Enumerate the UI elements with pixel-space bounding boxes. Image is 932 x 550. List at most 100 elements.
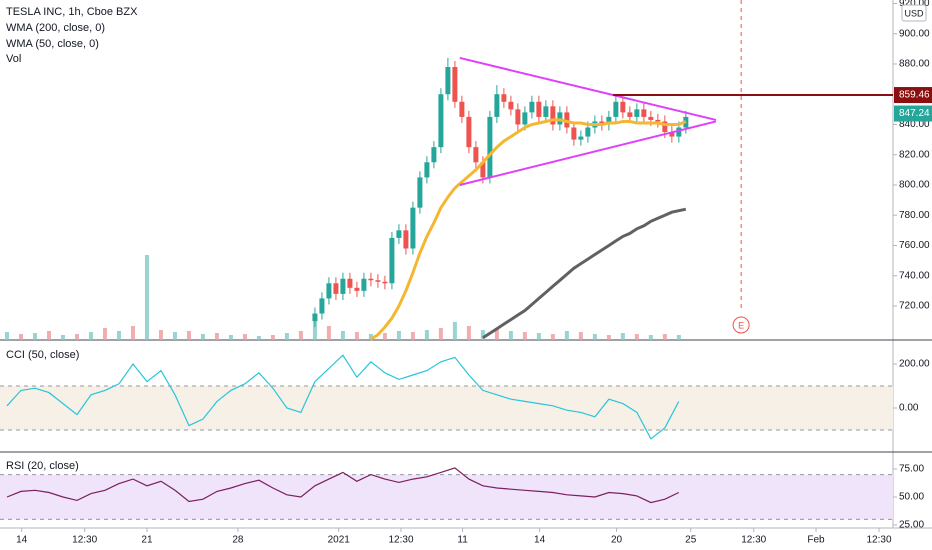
x-tick-label: 14 — [16, 535, 28, 546]
candle-body — [550, 106, 556, 125]
volume-bar — [536, 333, 541, 340]
candle-body — [578, 136, 584, 140]
volume-bar — [186, 331, 191, 340]
volume-bar — [298, 331, 303, 340]
x-tick-label: Feb — [807, 535, 825, 546]
volume-bar — [326, 326, 331, 340]
y-tick-label: 200.00 — [899, 359, 930, 370]
volume-bar — [662, 334, 667, 340]
y-tick-label: 0.00 — [899, 403, 919, 414]
candle-body — [648, 116, 654, 120]
candle-body — [606, 116, 612, 125]
volume-bar — [116, 331, 121, 340]
y-tick-label: 25.00 — [899, 520, 924, 531]
volume-bar — [172, 332, 177, 340]
candle-body — [368, 278, 374, 281]
volume-bar — [620, 333, 625, 340]
volume-bar — [228, 335, 233, 340]
volume-bar — [284, 333, 289, 340]
volume-bar — [508, 331, 513, 340]
candle-body — [326, 283, 332, 299]
candle-body — [382, 281, 388, 284]
candle-body — [536, 101, 542, 117]
y-tick-label: 900.00 — [899, 28, 930, 39]
trendline — [459, 120, 717, 186]
candle-body — [361, 278, 367, 291]
candle-body — [487, 116, 493, 178]
candle-body — [662, 121, 668, 133]
volume-bar — [676, 335, 681, 340]
volume-bar — [438, 328, 443, 340]
candle-body — [494, 94, 500, 117]
y-tick-label: 880.00 — [899, 59, 930, 70]
candle-body — [515, 109, 521, 125]
candle-body — [634, 109, 640, 117]
volume-bar — [32, 333, 37, 340]
legend-entry: WMA (200, close, 0) — [6, 22, 105, 34]
last-price-label: 847.24 — [899, 108, 930, 119]
volume-bar — [452, 322, 457, 340]
volume-bar — [564, 331, 569, 340]
volume-bar — [410, 332, 415, 340]
candle-body — [522, 112, 528, 125]
trendline — [459, 56, 717, 121]
x-tick-label: 25 — [685, 535, 697, 546]
x-tick-label: 21 — [141, 535, 153, 546]
volume-bar — [466, 326, 471, 340]
candle-body — [655, 119, 661, 122]
candle-body — [431, 147, 437, 163]
legend-entry: WMA (50, close, 0) — [6, 38, 99, 50]
volume-bar — [480, 330, 485, 340]
candle-body — [599, 121, 605, 125]
candle-body — [319, 298, 325, 314]
chart-title: TESLA INC, 1h, Cboe BZX — [6, 6, 138, 18]
y-tick-label: 740.00 — [899, 270, 930, 281]
x-tick-label: 11 — [457, 535, 468, 546]
volume-bar — [242, 334, 247, 340]
legend-entry: Vol — [6, 53, 21, 65]
currency[interactable]: USD — [904, 8, 924, 18]
volume-bar — [578, 332, 583, 340]
candle-body — [438, 94, 444, 148]
volume-bar — [648, 335, 653, 340]
x-tick-label: 28 — [232, 535, 244, 546]
volume-bar — [522, 332, 527, 340]
volume-bar — [592, 334, 597, 340]
candle-body — [564, 112, 570, 128]
candle-body — [480, 162, 486, 178]
x-tick-label: 2021 — [328, 535, 351, 546]
candle-body — [340, 278, 346, 294]
candle-body — [410, 207, 416, 249]
volume-bar — [4, 332, 9, 340]
level-label-box — [894, 87, 932, 104]
candle-body — [452, 67, 458, 102]
volume-bar — [312, 318, 317, 340]
event-marker — [732, 316, 750, 334]
y-tick-label: 760.00 — [899, 240, 930, 251]
volume-bar — [130, 326, 135, 340]
volume-bar — [144, 255, 149, 340]
candle-body — [620, 101, 626, 113]
candle-body — [389, 237, 395, 284]
candle-body — [312, 313, 318, 322]
x-tick-label: 14 — [534, 535, 546, 546]
volume-bar — [354, 332, 359, 340]
currency-box[interactable] — [901, 4, 927, 22]
candle-body — [641, 109, 647, 117]
volume-bar — [270, 335, 275, 340]
volume-bar — [102, 328, 107, 340]
y-tick-label: 780.00 — [899, 210, 930, 221]
volume-bar — [256, 336, 261, 340]
y-tick-label: 75.00 — [899, 464, 924, 475]
candle-body — [627, 112, 633, 117]
y-tick-label: 840.00 — [899, 119, 930, 130]
candle-body — [473, 147, 479, 163]
candle-body — [375, 280, 381, 282]
candle-body — [529, 101, 535, 113]
candle-body — [459, 101, 465, 117]
x-tick-label: 20 — [611, 535, 623, 546]
candle-body — [571, 127, 577, 140]
candle-body — [585, 127, 591, 137]
